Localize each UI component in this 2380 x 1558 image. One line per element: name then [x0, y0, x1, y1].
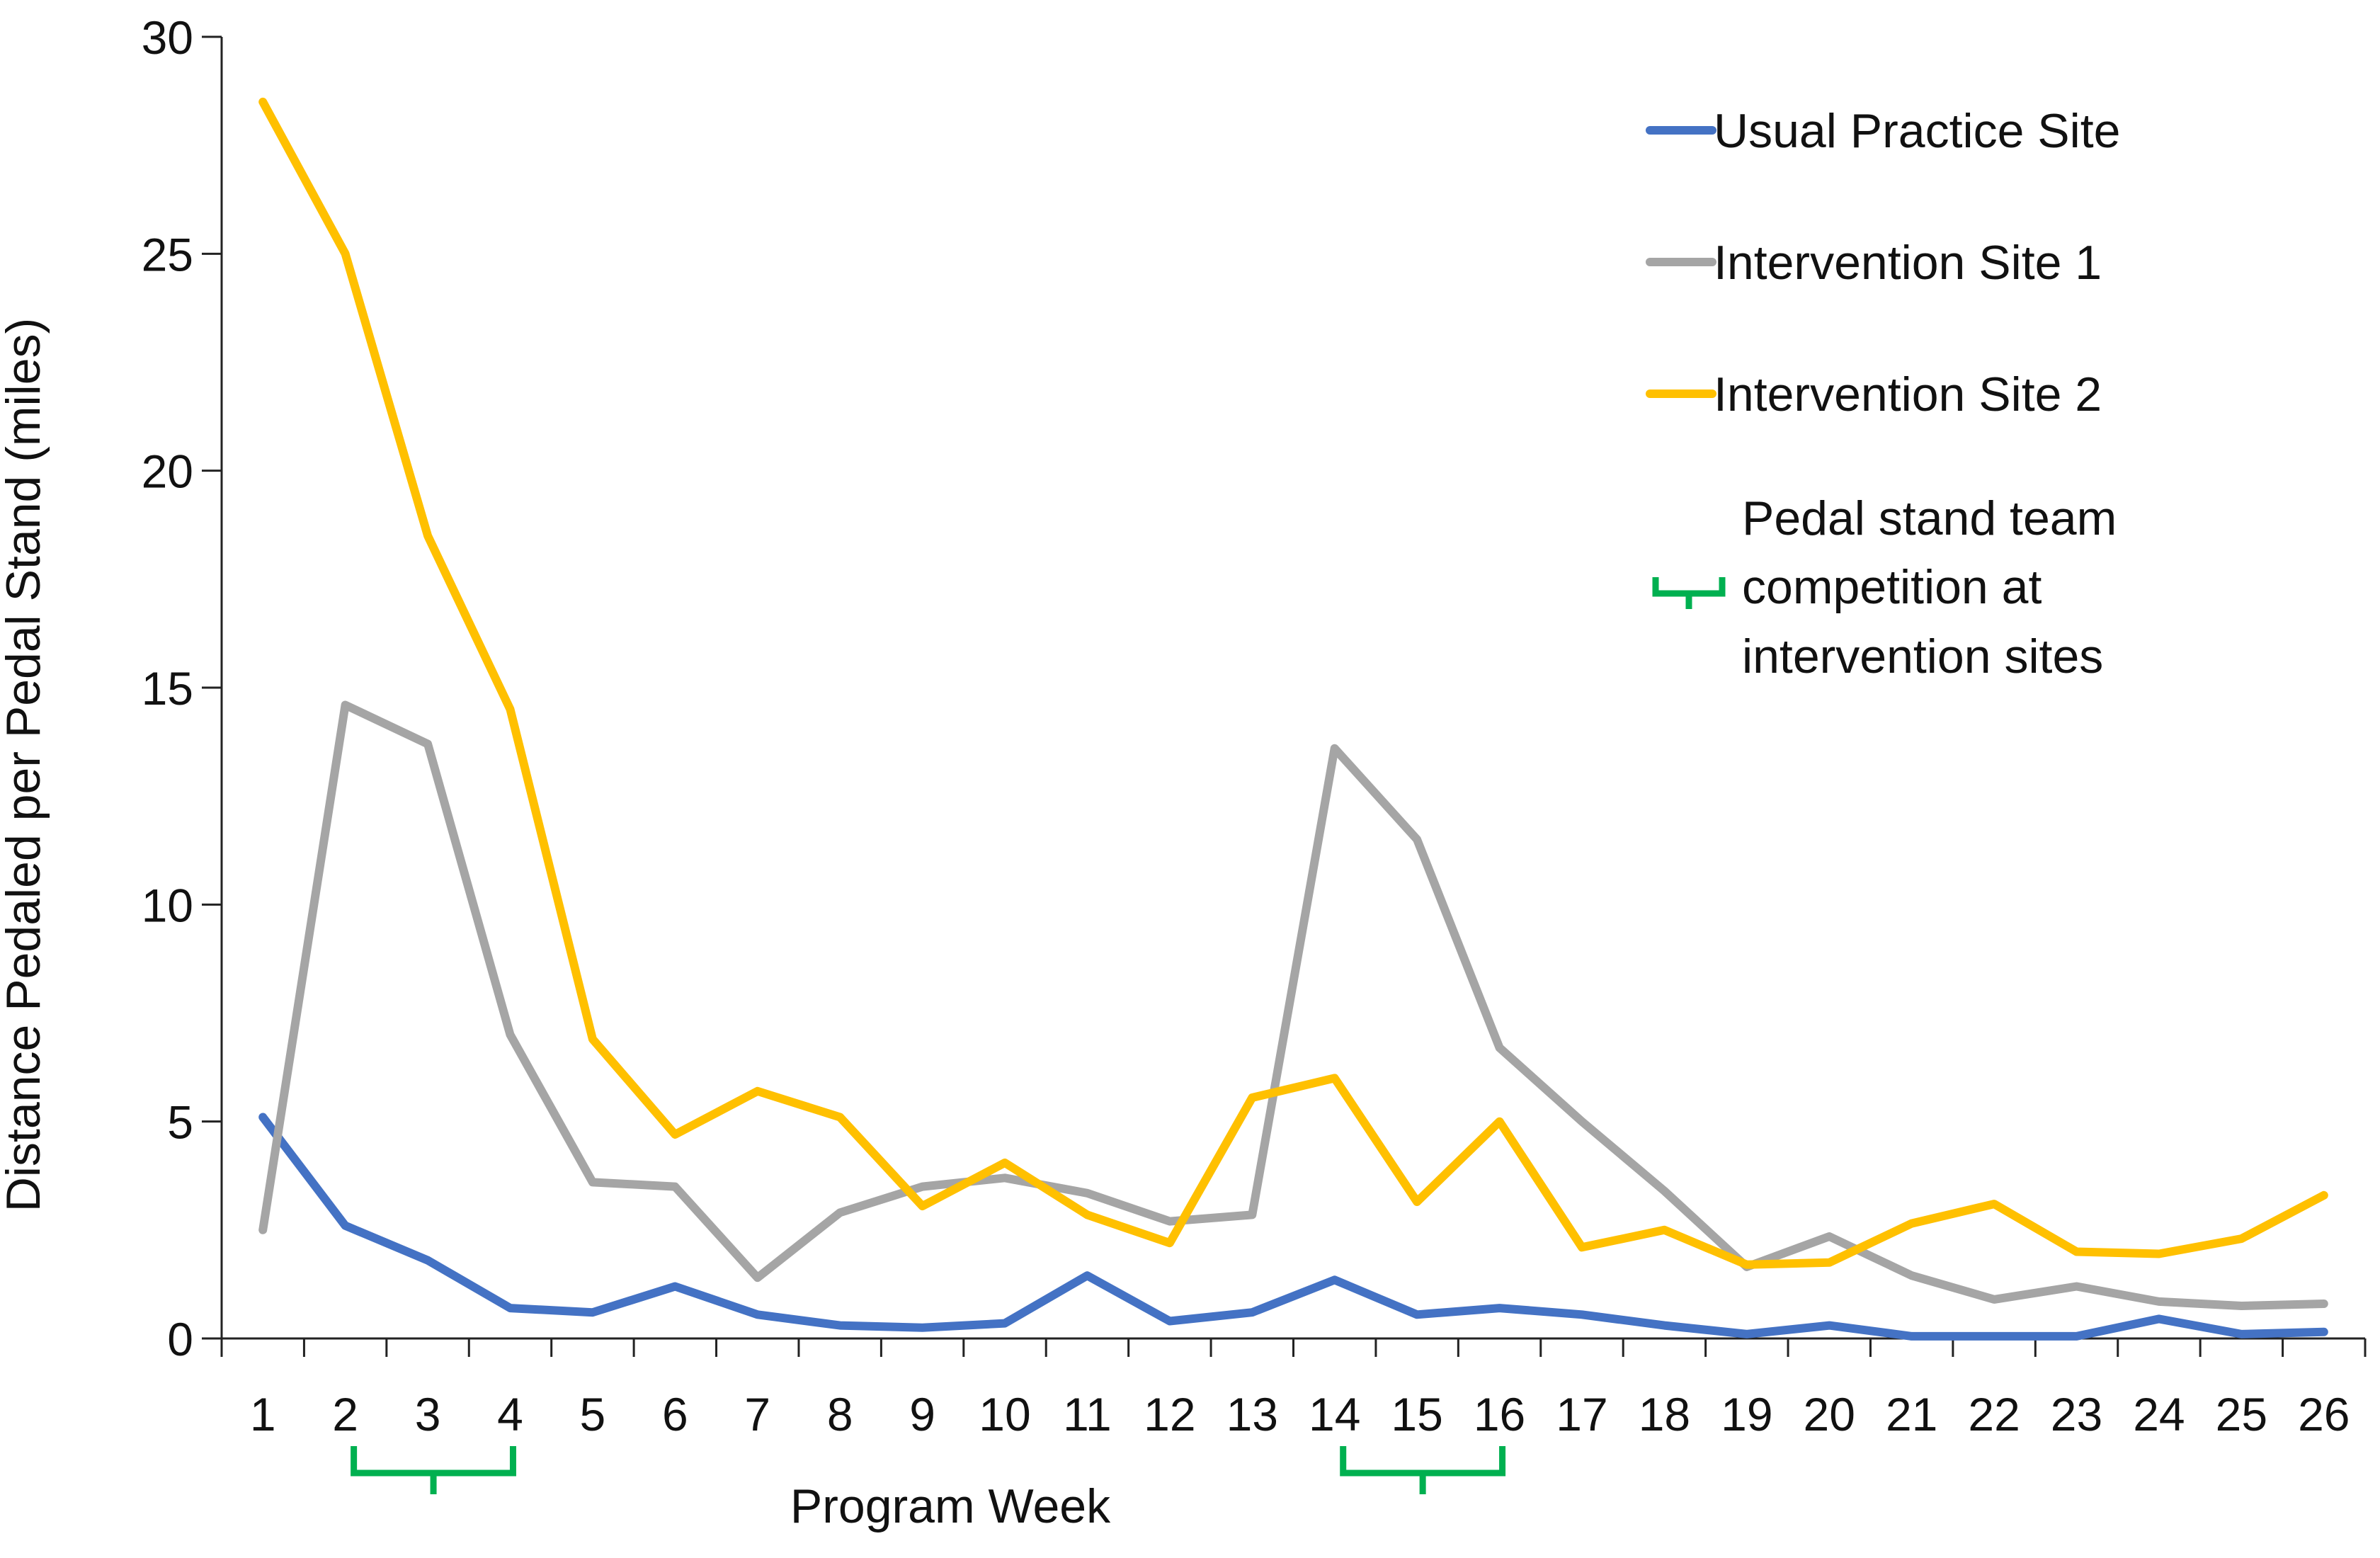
y-tick-label: 10 [142, 879, 193, 931]
legend-label: Intervention Site 1 [1714, 236, 2102, 290]
x-tick-label: 26 [2298, 1388, 2350, 1440]
legend-label: Usual Practice Site [1714, 104, 2120, 158]
y-axis-title: Distance Pedaled per Pedal Stand (miles) [0, 318, 50, 1212]
x-tick-label: 14 [1309, 1388, 1360, 1440]
legend-annotation-label: Pedal stand team [1742, 491, 2117, 545]
x-axis-title: Program Week [790, 1479, 1111, 1533]
x-tick-label: 21 [1886, 1388, 1937, 1440]
x-tick-label: 3 [415, 1388, 441, 1440]
x-tick-label: 25 [2216, 1388, 2267, 1440]
legend-item: Usual Practice Site [1650, 104, 2120, 158]
legend-annotation-label: intervention sites [1742, 630, 2103, 683]
x-tick-label: 11 [1063, 1388, 1112, 1440]
competition-bracket [1343, 1446, 1503, 1494]
legend-annotation-label: competition at [1742, 560, 2042, 614]
x-tick-label: 17 [1556, 1388, 1607, 1440]
y-tick-label: 0 [167, 1313, 193, 1365]
x-tick-label: 15 [1391, 1388, 1442, 1440]
x-tick-label: 18 [1639, 1388, 1690, 1440]
y-tick-label: 15 [142, 662, 193, 715]
y-tick-label: 20 [142, 445, 193, 498]
x-tick-label: 5 [580, 1388, 606, 1440]
legend-label: Intervention Site 2 [1714, 368, 2102, 421]
x-tick-label: 9 [909, 1388, 935, 1440]
x-tick-label: 16 [1474, 1388, 1525, 1440]
x-tick-label: 6 [662, 1388, 688, 1440]
x-tick-label: 12 [1144, 1388, 1195, 1440]
x-tick-label: 24 [2133, 1388, 2185, 1440]
x-tick-label: 20 [1804, 1388, 1855, 1440]
x-tick-label: 22 [1968, 1388, 2020, 1440]
x-tick-label: 10 [979, 1388, 1030, 1440]
competition-bracket [1656, 577, 1722, 609]
y-tick-label: 30 [142, 11, 193, 64]
legend-item: Intervention Site 2 [1650, 368, 2102, 421]
x-tick-label: 4 [497, 1388, 523, 1440]
x-tick-label: 13 [1226, 1388, 1278, 1440]
x-tick-label: 23 [2051, 1388, 2102, 1440]
x-tick-label: 7 [744, 1388, 770, 1440]
x-tick-label: 19 [1721, 1388, 1772, 1440]
x-tick-label: 1 [250, 1388, 276, 1440]
legend-item-competition: Pedal stand team competition at interventi… [1656, 491, 2117, 683]
y-tick-label: 5 [167, 1096, 193, 1149]
competition-bracket [354, 1446, 513, 1494]
y-tick-label: 25 [142, 228, 193, 280]
x-tick-label: 2 [332, 1388, 358, 1440]
legend: Usual Practice Site Intervention Site 1 In… [1650, 104, 2120, 683]
legend-item: Intervention Site 1 [1650, 236, 2102, 290]
x-tick-label: 8 [827, 1388, 853, 1440]
